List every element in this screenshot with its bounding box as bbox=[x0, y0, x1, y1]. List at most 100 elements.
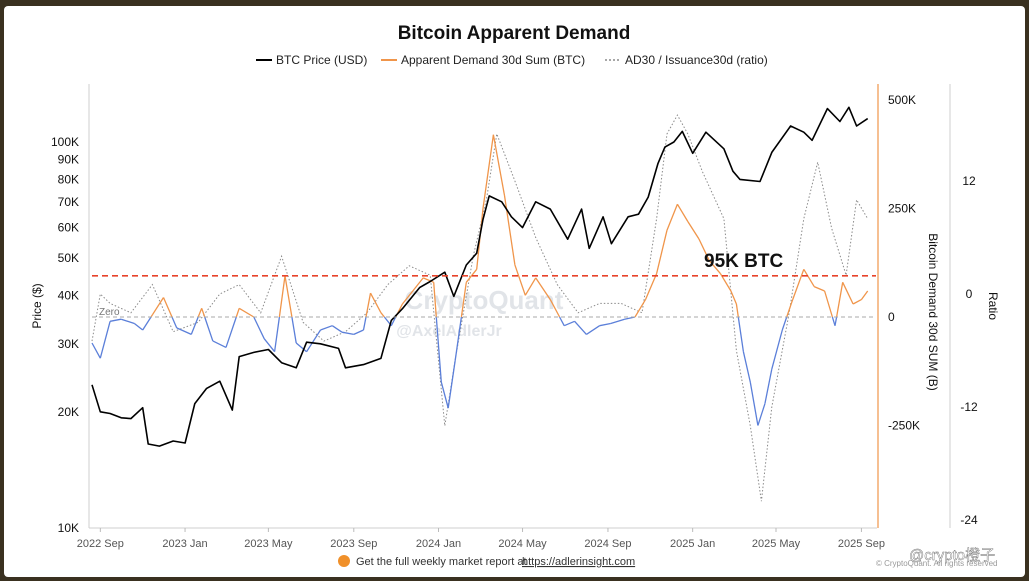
x-tick-label: 2023 Jan bbox=[162, 538, 207, 550]
demand-segment-positive bbox=[201, 308, 206, 318]
demand-segment-positive bbox=[644, 273, 658, 300]
annotation-zero: Zero bbox=[99, 307, 120, 318]
demand-segment-positive bbox=[482, 134, 495, 209]
demand-segment-positive bbox=[151, 297, 165, 316]
demand-segment-positive bbox=[412, 277, 424, 292]
x-tick-label: 2022 Sep bbox=[77, 538, 124, 550]
left-tick-label: 70K bbox=[58, 195, 79, 209]
demand-segment-positive bbox=[460, 282, 467, 318]
ratio-series bbox=[91, 114, 869, 502]
demand-segment-positive bbox=[835, 282, 844, 318]
chart-frame: Bitcoin Apparent Demand BTC Price (USD) … bbox=[4, 6, 1025, 577]
corner-watermark: @crypto橙子 bbox=[909, 547, 995, 564]
demand-segment-positive bbox=[197, 308, 203, 318]
demand-segment-positive bbox=[422, 277, 434, 283]
demand-segment-negative bbox=[109, 318, 122, 322]
demand-segment-positive bbox=[634, 299, 647, 318]
demand-segment-positive bbox=[433, 282, 437, 318]
demand-segment-negative bbox=[435, 316, 442, 383]
right-axis-ratio-title: Ratio bbox=[986, 292, 1000, 320]
demand-segment-negative bbox=[454, 316, 463, 361]
demand-segment-negative bbox=[757, 403, 766, 426]
demand-segment-positive bbox=[708, 260, 721, 275]
demand-segment-positive bbox=[813, 286, 825, 292]
demand-segment-positive bbox=[803, 268, 815, 287]
demand-segment-positive bbox=[687, 221, 700, 240]
demand-segment-positive bbox=[162, 297, 173, 318]
demand-segment-negative bbox=[331, 325, 343, 333]
x-tick-label: 2024 Jan bbox=[416, 538, 461, 550]
left-tick-label: 100K bbox=[51, 135, 79, 149]
demand-segment-negative bbox=[273, 316, 281, 352]
demand-segment-positive bbox=[655, 230, 668, 274]
demand-segment-positive bbox=[842, 282, 854, 305]
demand-segment-negative bbox=[599, 322, 611, 327]
demand-segment-positive bbox=[786, 299, 794, 318]
right-axis-ratio-ticks: 12 0 -12 -24 bbox=[960, 174, 978, 527]
price-line bbox=[91, 106, 869, 447]
demand-segment-negative bbox=[91, 342, 101, 359]
left-tick-label: 40K bbox=[58, 289, 79, 303]
demand-segment-negative bbox=[749, 381, 759, 426]
demand-segment-negative bbox=[190, 316, 199, 335]
legend-item-ratio[interactable]: AD30 / Issuance30d (ratio) bbox=[605, 53, 768, 67]
demand-segment-negative bbox=[764, 368, 773, 404]
annotation-95k-btc: 95K BTC bbox=[704, 251, 783, 272]
demand-segment-positive bbox=[380, 312, 385, 318]
demand-segment-positive bbox=[514, 264, 526, 296]
legend-label-demand: Apparent Demand 30d Sum (BTC) bbox=[401, 53, 585, 67]
chart-title: Bitcoin Apparent Demand bbox=[398, 23, 631, 44]
demand-segment-negative bbox=[574, 320, 587, 335]
demand-segment-negative bbox=[440, 381, 449, 409]
legend-item-price[interactable]: BTC Price (USD) bbox=[256, 53, 367, 67]
right-ratio-tick-label: 12 bbox=[962, 174, 976, 188]
demand-segment-negative bbox=[737, 316, 745, 352]
demand-segment-negative bbox=[742, 351, 751, 383]
legend-label-ratio: AD30 / Issuance30d (ratio) bbox=[625, 53, 768, 67]
demand-segment-positive bbox=[238, 307, 255, 318]
x-tick-label: 2025 Jan bbox=[670, 538, 715, 550]
orange-circle-icon bbox=[338, 555, 350, 567]
demand-segment-negative bbox=[142, 316, 152, 331]
demand-segment-negative bbox=[353, 329, 364, 335]
demand-segment-negative bbox=[99, 321, 111, 359]
demand-segment-negative bbox=[295, 342, 308, 353]
legend-item-demand[interactable]: Apparent Demand 30d Sum (BTC) bbox=[381, 53, 585, 67]
left-axis-title: Price ($) bbox=[30, 283, 44, 328]
demand-segment-negative bbox=[291, 316, 297, 344]
demand-segment-positive bbox=[401, 290, 414, 305]
x-axis-ticks: 2022 Sep 2023 Jan 2023 May 2023 Sep 2024 Jan… bbox=[77, 528, 885, 550]
demand-segment-positive bbox=[792, 269, 805, 300]
demand-segment-positive bbox=[549, 299, 561, 318]
demand-segment-negative bbox=[263, 338, 276, 353]
footer: Get the full weekly market report at htt… bbox=[338, 555, 635, 568]
watermark-cryptoquant: CryptoQuant bbox=[405, 285, 564, 315]
demand-segment-negative bbox=[204, 316, 214, 342]
demand-segment-positive bbox=[666, 203, 679, 231]
demand-segment-negative bbox=[212, 340, 227, 348]
left-tick-label: 50K bbox=[58, 251, 79, 265]
right-ratio-tick-label: -12 bbox=[960, 400, 978, 414]
left-tick-label: 30K bbox=[58, 337, 79, 351]
demand-segment-negative bbox=[610, 318, 625, 325]
demand-segment-positive bbox=[524, 277, 537, 296]
demand-segment-positive bbox=[823, 290, 834, 318]
demand-segment-positive bbox=[860, 290, 869, 300]
demand-segment-positive bbox=[278, 275, 286, 318]
x-tick-label: 2024 Sep bbox=[584, 538, 631, 550]
demand-segment-negative bbox=[771, 329, 783, 370]
demand-segment-negative bbox=[306, 329, 322, 353]
demand-segment-negative bbox=[176, 327, 192, 335]
left-tick-label: 60K bbox=[58, 221, 79, 235]
x-tick-label: 2023 Sep bbox=[330, 538, 377, 550]
legend: BTC Price (USD) Apparent Demand 30d Sum … bbox=[256, 53, 768, 67]
demand-segment-negative bbox=[133, 322, 144, 331]
footer-link[interactable]: https://adlerinsight.com bbox=[522, 556, 635, 568]
demand-segment-positive bbox=[284, 275, 293, 318]
demand-segment-positive bbox=[735, 303, 739, 318]
footer-prefix: Get the full weekly market report at bbox=[356, 556, 527, 568]
demand-segment-negative bbox=[390, 316, 397, 326]
reference-lines bbox=[92, 274, 876, 318]
demand-segment-positive bbox=[852, 299, 862, 305]
right-demand-tick-label: 0 bbox=[888, 310, 895, 324]
